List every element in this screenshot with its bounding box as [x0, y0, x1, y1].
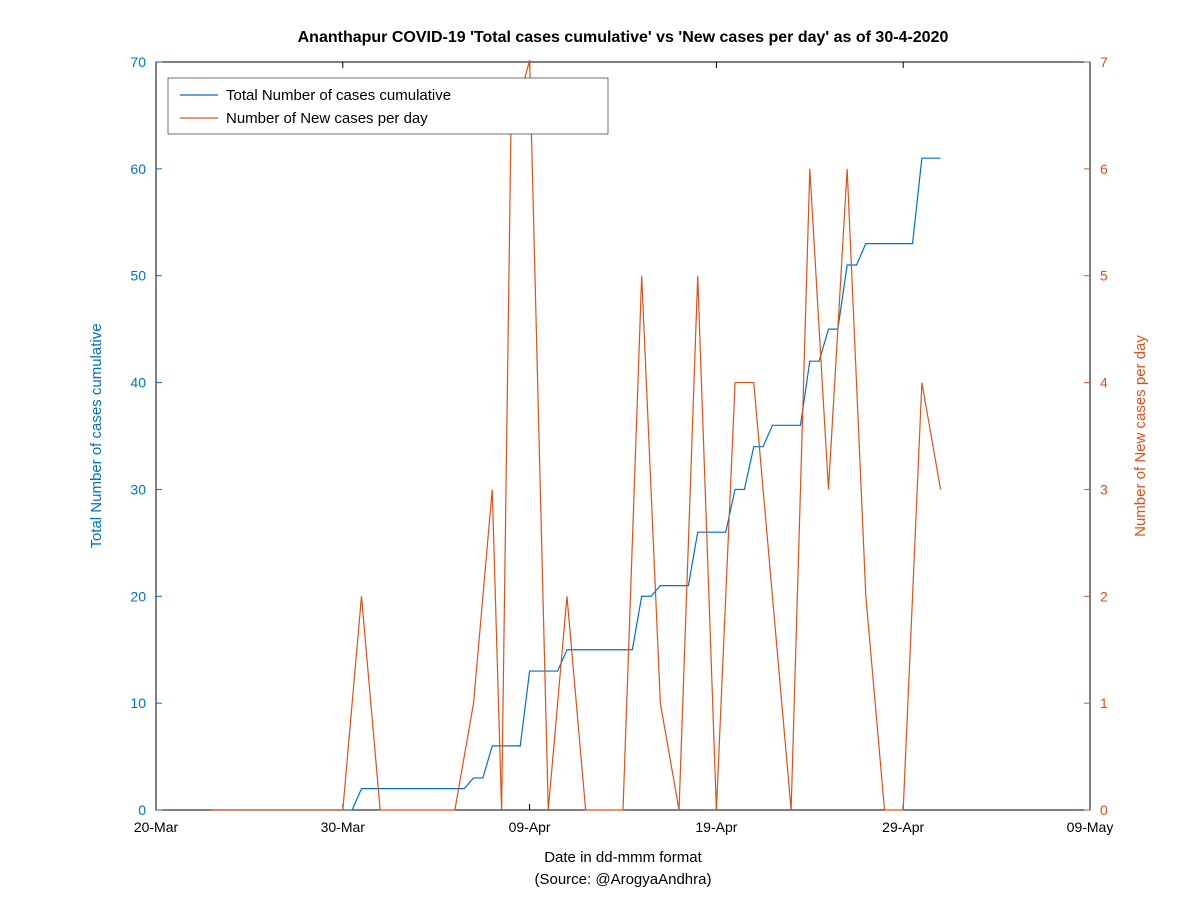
- y-left-label: Total Number of cases cumulative: [88, 323, 105, 548]
- chart-svg: Ananthapur COVID-19 'Total cases cumulat…: [0, 0, 1200, 898]
- svg-text:20: 20: [130, 588, 146, 604]
- svg-text:09-May: 09-May: [1067, 819, 1114, 835]
- svg-text:1: 1: [1100, 695, 1108, 711]
- svg-text:2: 2: [1100, 588, 1108, 604]
- svg-text:30-Mar: 30-Mar: [321, 819, 366, 835]
- y-left-ticks: 0 10 20 30 40 50 60 70: [130, 54, 162, 818]
- svg-text:50: 50: [130, 268, 146, 284]
- line-new-cases: [212, 60, 941, 810]
- svg-text:4: 4: [1100, 375, 1108, 391]
- x-axis-label: Date in dd-mmm format: [544, 849, 702, 866]
- legend: Total Number of cases cumulative Number …: [168, 78, 608, 134]
- svg-text:70: 70: [130, 54, 146, 70]
- x-axis-source: (Source: @ArogyaAndhra): [535, 871, 712, 888]
- legend-label-0: Total Number of cases cumulative: [226, 87, 451, 104]
- x-axis-ticks: 20-Mar 30-Mar 09-Apr 19-Apr 29-Apr 09-May: [134, 62, 1114, 835]
- svg-text:10: 10: [130, 695, 146, 711]
- svg-text:29-Apr: 29-Apr: [882, 819, 924, 835]
- svg-text:7: 7: [1100, 54, 1108, 70]
- svg-text:19-Apr: 19-Apr: [695, 819, 737, 835]
- svg-text:0: 0: [1100, 802, 1108, 818]
- svg-text:6: 6: [1100, 161, 1108, 177]
- line-cumulative: [212, 158, 941, 810]
- svg-text:5: 5: [1100, 268, 1108, 284]
- svg-text:40: 40: [130, 375, 146, 391]
- plot-box: [156, 62, 1090, 810]
- svg-text:20-Mar: 20-Mar: [134, 819, 179, 835]
- svg-text:3: 3: [1100, 481, 1108, 497]
- legend-label-1: Number of New cases per day: [226, 110, 428, 127]
- chart-container: Ananthapur COVID-19 'Total cases cumulat…: [0, 0, 1200, 898]
- svg-text:0: 0: [138, 802, 146, 818]
- svg-text:60: 60: [130, 161, 146, 177]
- chart-title: Ananthapur COVID-19 'Total cases cumulat…: [298, 29, 949, 46]
- y-right-label: Number of New cases per day: [1132, 335, 1149, 537]
- svg-text:09-Apr: 09-Apr: [509, 819, 551, 835]
- y-right-ticks: 0 1 2 3 4 5 6 7: [1084, 54, 1108, 818]
- svg-text:30: 30: [130, 481, 146, 497]
